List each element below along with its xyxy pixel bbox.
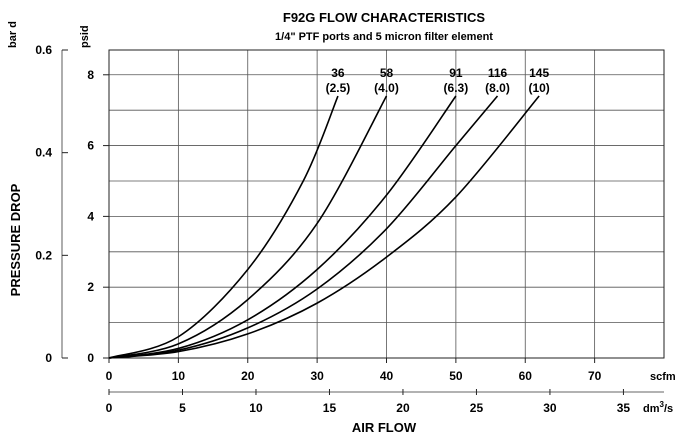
- curve-sublabel-116: (8.0): [485, 81, 510, 95]
- curve-145: [108, 95, 540, 359]
- curve-sublabel-58: (4.0): [374, 81, 399, 95]
- x-secondary-ticks: 0 5 10 15 20 25 30 35: [106, 389, 631, 415]
- x-primary-tick-label: 60: [519, 369, 533, 383]
- chart-subtitle: 1/4" PTF ports and 5 micron filter eleme…: [275, 31, 493, 43]
- x-primary-tick-label: 10: [172, 369, 186, 383]
- curve-sublabel-145: (10): [528, 81, 549, 95]
- x-primary-ticks: 0 10 20 30 40 50 60 70: [106, 358, 602, 383]
- x-secondary-tick-label: 5: [179, 401, 186, 415]
- x-secondary-unit-base: dm: [643, 403, 660, 415]
- y-primary-tick-label: 8: [87, 68, 94, 82]
- y-primary-tick-label: 4: [87, 209, 94, 223]
- curve-label-145: 145: [529, 66, 549, 80]
- x-axis-label: AIR FLOW: [352, 420, 417, 435]
- x-secondary-tick-label: 15: [323, 401, 337, 415]
- x-secondary-tick-label: 20: [396, 401, 410, 415]
- chart-title: F92G FLOW CHARACTERISTICS: [283, 10, 486, 25]
- y-primary-tick-label: 6: [87, 139, 94, 153]
- curve-label-36: 36: [331, 66, 345, 80]
- curve-91: [108, 95, 457, 359]
- y-primary-ticks: 0 2 4 6 8: [87, 68, 109, 365]
- y-primary-tick-label: 0: [87, 351, 94, 365]
- x-primary-tick-label: 70: [588, 369, 602, 383]
- y-secondary-tick-label: 0.6: [35, 43, 52, 57]
- curves: [108, 95, 540, 359]
- x-primary-unit: scfm: [650, 371, 676, 383]
- x-secondary-unit-suffix: /s: [664, 403, 673, 415]
- x-primary-tick-label: 40: [380, 369, 394, 383]
- curve-label-58: 58: [380, 66, 394, 80]
- y-secondary-tick-label: 0: [45, 351, 52, 365]
- curve-label-91: 91: [449, 66, 463, 80]
- curve-sublabel-36: (2.5): [326, 81, 351, 95]
- curve-label-116: 116: [488, 66, 508, 80]
- y-axis-label: PRESSURE DROP: [8, 183, 23, 296]
- x-secondary-unit-sup: 3: [660, 400, 665, 409]
- x-secondary-tick-label: 10: [249, 401, 263, 415]
- x-primary-tick-label: 50: [449, 369, 463, 383]
- x-secondary-tick-label: 0: [106, 401, 113, 415]
- curve-36: [108, 95, 339, 359]
- x-secondary-tick-label: 25: [470, 401, 484, 415]
- y-primary-unit: psid: [79, 25, 91, 48]
- curve-sublabel-91: (6.3): [444, 81, 469, 95]
- curve-116: [108, 95, 499, 359]
- y-secondary-tick-label: 0.4: [35, 146, 52, 160]
- x-primary-tick-label: 0: [106, 369, 113, 383]
- x-secondary-unit: dm3/s: [643, 400, 673, 415]
- x-primary-tick-label: 20: [241, 369, 255, 383]
- curve-58: [108, 95, 388, 359]
- x-secondary-tick-label: 30: [543, 401, 557, 415]
- x-primary-tick-label: 30: [310, 369, 324, 383]
- x-secondary-tick-label: 35: [617, 401, 631, 415]
- y-secondary-unit: bar d: [7, 21, 19, 48]
- y-primary-tick-label: 2: [87, 280, 94, 294]
- y-secondary-ticks: 0 0.2 0.4 0.6: [35, 43, 68, 365]
- curve-labels: 36(2.5) 58(4.0) 91(6.3) 116(8.0) 145(10): [326, 66, 550, 95]
- grid-lines: [109, 50, 664, 358]
- y-secondary-tick-label: 0.2: [35, 248, 52, 262]
